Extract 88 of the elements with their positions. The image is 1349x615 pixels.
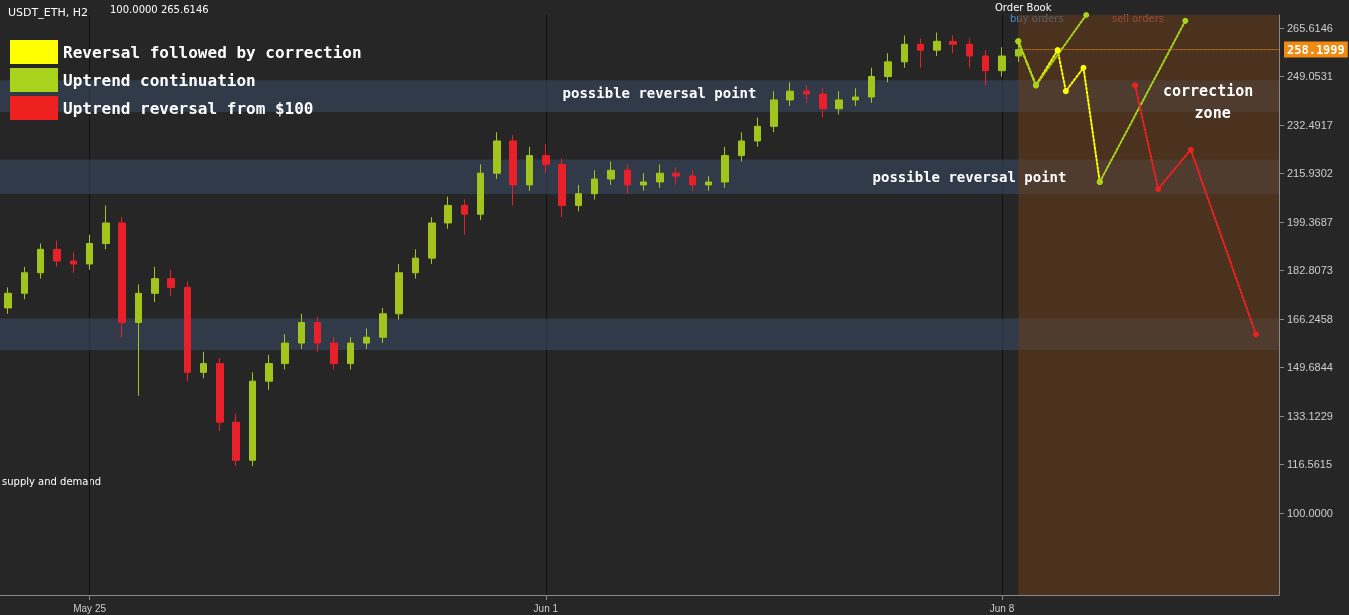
candlestick xyxy=(835,90,843,116)
candlestick xyxy=(184,281,191,382)
legend-label: Reversal followed by correction xyxy=(63,42,362,62)
candlestick xyxy=(216,357,224,432)
candlestick xyxy=(852,87,859,107)
y-tick-label: 215.9302 xyxy=(1287,167,1333,180)
candlestick xyxy=(102,204,110,250)
candlestick xyxy=(526,146,533,192)
band-label: possible reversal point xyxy=(872,168,1067,185)
candlestick xyxy=(379,307,387,344)
candlestick xyxy=(37,242,44,280)
y-tick-label: 199.3687 xyxy=(1287,215,1333,228)
candlestick xyxy=(591,169,598,201)
candlestick xyxy=(966,37,973,69)
y-tick-label: 133.1229 xyxy=(1287,409,1333,422)
candlestick xyxy=(314,316,321,353)
candlestick xyxy=(656,163,664,189)
candlestick xyxy=(70,251,77,274)
y-tick-label: 116.5615 xyxy=(1287,458,1333,471)
band-label: correction zone xyxy=(1162,82,1263,122)
candlestick xyxy=(444,196,452,230)
candlestick xyxy=(803,84,810,104)
candlestick xyxy=(493,131,501,180)
candlestick xyxy=(118,216,126,338)
candlestick xyxy=(395,263,403,321)
candlestick xyxy=(754,117,761,148)
y-tick-label: 149.6844 xyxy=(1287,361,1333,374)
chart-title: USDT_ETH, H2 xyxy=(8,6,88,19)
candlestick xyxy=(607,160,615,186)
annotation: buy orders xyxy=(1010,12,1064,24)
candlestick xyxy=(933,32,941,57)
candlestick xyxy=(672,166,680,186)
candlestick xyxy=(949,35,957,54)
candlestick xyxy=(640,172,647,192)
candlestick xyxy=(461,199,468,236)
candlestick xyxy=(998,46,1006,78)
x-tick-label: Jun 1 xyxy=(533,602,559,614)
candlestick xyxy=(151,266,159,303)
y-tick-label: 265.6146 xyxy=(1287,21,1333,34)
candlestick xyxy=(86,234,93,271)
candlestick xyxy=(265,354,273,391)
candlestick xyxy=(558,158,566,218)
candlestick xyxy=(542,143,550,174)
candlestick xyxy=(982,49,989,86)
candlestick xyxy=(53,240,61,268)
candlestick xyxy=(135,283,142,397)
text: Order Book xyxy=(995,1,1052,13)
candlestick xyxy=(232,412,240,467)
annotation: sell orders xyxy=(1112,12,1164,24)
candlestick xyxy=(330,336,338,370)
candlestick xyxy=(200,351,207,379)
candlestick xyxy=(575,184,582,212)
y-tick-label: 249.0531 xyxy=(1287,70,1333,83)
ref-line-label: 258.1999 xyxy=(1287,42,1345,57)
y-tick-label: 182.8073 xyxy=(1287,264,1333,277)
candlestick xyxy=(298,313,305,350)
candlestick xyxy=(901,35,908,69)
x-tick-label: May 25 xyxy=(73,602,107,614)
candlestick xyxy=(509,134,517,206)
candlestick xyxy=(786,81,794,107)
y-tick-label: 166.2458 xyxy=(1287,312,1333,325)
legend-label: Uptrend reversal from $100 xyxy=(63,98,314,118)
candlestick xyxy=(884,52,892,83)
band-label: possible reversal point xyxy=(562,85,757,102)
candlestick xyxy=(167,269,175,297)
candlestick xyxy=(705,175,712,192)
candlestick xyxy=(477,163,484,221)
candlestick xyxy=(738,131,745,162)
candlestick xyxy=(428,216,436,265)
candlestick xyxy=(624,163,631,195)
y-tick-label: 100.0000 xyxy=(1287,506,1333,519)
candlestick xyxy=(347,336,354,370)
candlestick xyxy=(770,90,778,133)
candlestick xyxy=(721,146,729,189)
y-tick-label: 232.4917 xyxy=(1287,118,1333,131)
candlestick xyxy=(868,67,875,104)
candlestick xyxy=(249,371,256,467)
x-tick-label: Jun 8 xyxy=(989,602,1015,614)
candlestick xyxy=(363,327,370,350)
candlestick xyxy=(819,87,827,119)
text: 100.0000 265.6146 xyxy=(110,3,209,15)
candlestick xyxy=(21,266,28,300)
legend-label: Uptrend continuation xyxy=(63,70,256,90)
candlestick xyxy=(689,169,696,192)
candlestick xyxy=(281,333,289,370)
candlestick xyxy=(4,286,12,315)
candlestick xyxy=(917,37,924,69)
candlestick xyxy=(412,248,419,280)
